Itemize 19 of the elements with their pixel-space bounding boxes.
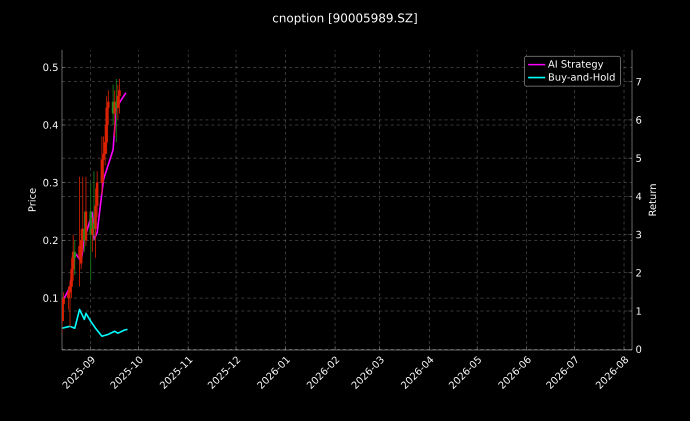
legend-label: Buy-and-Hold xyxy=(548,73,615,83)
line-series xyxy=(62,308,128,338)
y-tick-label: 0.3 xyxy=(43,178,58,186)
y-tick-label: 0.1 xyxy=(43,294,58,302)
y2-tick-label: 2 xyxy=(636,269,641,276)
legend-label: AI Strategy xyxy=(548,60,604,70)
y2-tick-label: 6 xyxy=(636,116,642,124)
y2-tick-label: 3 xyxy=(636,230,642,238)
y-tick-label: 0.4 xyxy=(43,121,58,129)
y2-axis-title: Return xyxy=(648,184,656,216)
y2-tick-label: 1 xyxy=(636,307,641,315)
y-axis-title: Price xyxy=(28,188,36,212)
y-tick-label: 0.5 xyxy=(43,64,58,72)
y2-tick-label: 4 xyxy=(636,192,642,200)
y-tick-label: 0.2 xyxy=(43,236,58,244)
chart-title: cnoption [90005989.SZ] xyxy=(272,13,417,25)
y2-tick-label: 5 xyxy=(636,154,641,162)
y2-tick-label: 7 xyxy=(636,78,642,86)
y2-tick-label: 0 xyxy=(636,345,642,353)
